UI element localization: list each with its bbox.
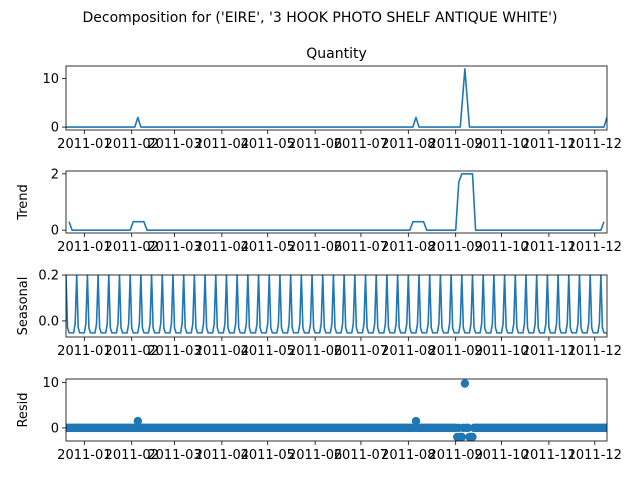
figure-suptitle: Decomposition for ('EIRE', '3 HOOK PHOTO… (83, 10, 558, 26)
x-tick-label: 2011-07 (334, 448, 388, 463)
x-tick-label: 2011-10 (474, 240, 528, 255)
axes-frame (65, 274, 608, 338)
subplot-3: 0.00.22011-012011-022011-032011-042011-0… (16, 269, 622, 360)
x-tick-label: 2011-06 (288, 344, 342, 359)
y-axis-label: Trend (16, 184, 31, 221)
x-tick-label: 2011-05 (241, 240, 295, 255)
x-tick-label: 2011-03 (147, 240, 201, 255)
x-tick-label: 2011-08 (381, 240, 435, 255)
subplot-2: 022011-012011-022011-032011-042011-05201… (16, 167, 622, 255)
y-axis-label: Resid (16, 392, 31, 427)
x-tick-label: 2011-09 (429, 448, 483, 463)
series-line-quantity (66, 68, 607, 128)
resid-point-outlier (411, 416, 421, 426)
resid-point (602, 423, 607, 433)
x-tick-label: 2011-07 (334, 137, 388, 152)
x-tick-label: 2011-06 (288, 240, 342, 255)
x-tick-label: 2011-07 (334, 344, 388, 359)
plot-area (66, 275, 607, 334)
x-tick-label: 2011-11 (522, 344, 576, 359)
x-tick-label: 2011-01 (57, 448, 111, 463)
y-tick-label: 0 (51, 121, 59, 136)
resid-point-outlier (460, 379, 470, 388)
subplot-4: 0102011-012011-022011-032011-042011-0520… (16, 376, 622, 463)
resid-point-outlier (468, 432, 477, 441)
x-tick-label: 2011-05 (241, 448, 295, 463)
x-tick-label: 2011-09 (429, 344, 483, 359)
x-tick-label: 2011-08 (381, 137, 435, 152)
x-tick-label: 2011-04 (195, 137, 249, 152)
axes-frame (65, 170, 608, 234)
x-tick-label: 2011-09 (429, 137, 483, 152)
x-tick-label: 2011-10 (474, 344, 528, 359)
resid-point-outlier (133, 416, 143, 426)
y-tick-label: 0.0 (38, 314, 59, 329)
subplot-title: Quantity (306, 46, 367, 62)
x-tick-label: 2011-06 (288, 448, 342, 463)
resid-point (463, 423, 473, 433)
x-tick-label: 2011-01 (57, 137, 111, 152)
y-axis-label: Seasonal (16, 277, 31, 336)
series-line-seasonal (66, 275, 607, 334)
x-tick-label: 2011-11 (522, 137, 576, 152)
y-tick-label: 10 (42, 376, 59, 391)
x-tick-label: 2011-04 (195, 448, 249, 463)
subplot-1: 0102011-012011-022011-032011-042011-0520… (42, 46, 621, 152)
x-tick-label: 2011-05 (241, 137, 295, 152)
x-tick-label: 2011-12 (568, 240, 622, 255)
x-tick-label: 2011-02 (105, 137, 159, 152)
x-tick-label: 2011-04 (195, 344, 249, 359)
x-tick-label: 2011-02 (105, 448, 159, 463)
x-tick-label: 2011-08 (381, 448, 435, 463)
x-tick-label: 2011-11 (522, 240, 576, 255)
subplot-panels: 0102011-012011-022011-032011-042011-0520… (16, 46, 622, 463)
series-line-trend (68, 173, 605, 231)
x-tick-label: 2011-06 (288, 137, 342, 152)
x-tick-label: 2011-03 (147, 344, 201, 359)
axes-frame (65, 378, 608, 442)
x-tick-label: 2011-12 (568, 344, 622, 359)
plot-area (68, 173, 605, 231)
x-tick-label: 2011-03 (147, 448, 201, 463)
y-tick-label: 0 (51, 224, 59, 239)
axes-frame (65, 65, 608, 131)
x-tick-label: 2011-10 (474, 448, 528, 463)
y-tick-label: 2 (51, 167, 59, 182)
x-tick-label: 2011-01 (57, 344, 111, 359)
plot-area (66, 68, 607, 128)
x-tick-label: 2011-12 (568, 137, 622, 152)
resid-point-outlier (457, 432, 467, 441)
y-tick-label: 0 (51, 421, 59, 436)
x-tick-label: 2011-11 (522, 448, 576, 463)
x-tick-label: 2011-01 (57, 240, 111, 255)
x-tick-label: 2011-07 (334, 240, 388, 255)
x-tick-label: 2011-10 (474, 137, 528, 152)
y-tick-label: 0.2 (38, 269, 59, 284)
x-tick-label: 2011-05 (241, 344, 295, 359)
x-tick-label: 2011-09 (429, 240, 483, 255)
x-tick-label: 2011-08 (381, 344, 435, 359)
x-tick-label: 2011-02 (105, 240, 159, 255)
plot-area (66, 379, 607, 441)
x-tick-label: 2011-04 (195, 240, 249, 255)
x-tick-label: 2011-02 (105, 344, 159, 359)
x-tick-label: 2011-12 (568, 448, 622, 463)
x-tick-label: 2011-03 (147, 137, 201, 152)
y-tick-label: 10 (42, 72, 59, 87)
